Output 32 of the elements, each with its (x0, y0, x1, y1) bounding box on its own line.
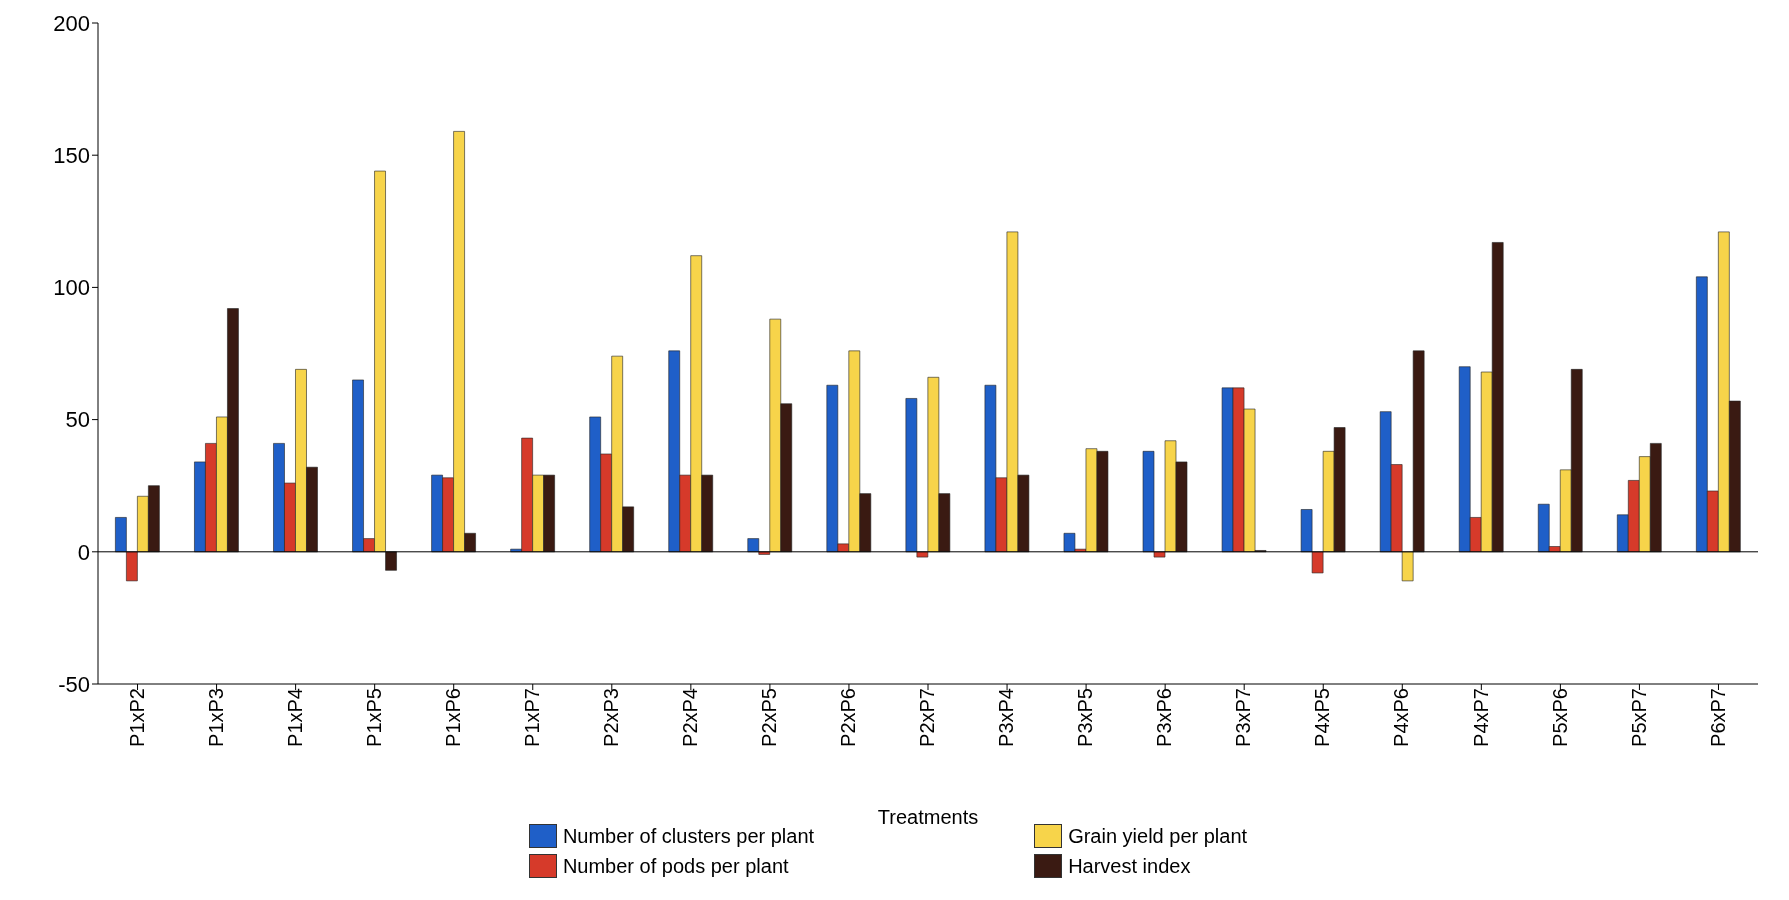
x-tick-label: P6xP7 (1706, 688, 1729, 747)
x-tick-label: P4xP6 (1390, 688, 1413, 747)
x-tick-label: P3xP5 (1074, 688, 1097, 747)
x-tick-label: P3xP4 (995, 688, 1018, 747)
y-tick-label: 100 (53, 275, 90, 301)
x-tick-label: P2xP4 (679, 688, 702, 747)
x-tick-label: P1xP7 (520, 688, 543, 747)
x-tick-label: P2xP3 (600, 688, 623, 747)
x-tick-label: P3xP7 (1232, 688, 1255, 747)
x-tick-label: P1xP4 (283, 688, 306, 747)
x-tick-label: P1xP5 (362, 688, 385, 747)
x-tick-label: P2xP5 (758, 688, 781, 747)
x-tick-label: P1xP6 (441, 688, 464, 747)
x-tick-label: P2xP6 (837, 688, 860, 747)
x-tick-label: P3xP6 (1153, 688, 1176, 747)
x-tick-label: P5xP7 (1627, 688, 1650, 747)
x-tick-label: P1xP2 (125, 688, 148, 747)
y-tick-label: 200 (53, 10, 90, 36)
x-tick-label: P5xP6 (1548, 688, 1571, 747)
x-tick-label: P4xP7 (1469, 688, 1492, 747)
legend-label: Number of pods per plant (562, 854, 789, 878)
x-tick-label: P4xP5 (1311, 688, 1334, 747)
y-tick-label: 50 (65, 407, 90, 433)
y-tick-label: 0 (77, 539, 90, 565)
legend-label: Number of clusters per plant (562, 824, 815, 848)
x-tick-label: P1xP3 (204, 688, 227, 747)
y-tick-label: 150 (53, 143, 90, 169)
legend-label: Harvest index (1068, 854, 1191, 878)
x-axis-title: Treatments (877, 806, 979, 828)
legend-label: Grain yield per plant (1068, 824, 1248, 848)
x-tick-label: P2xP7 (916, 688, 939, 747)
y-tick-label: -50 (58, 671, 90, 697)
